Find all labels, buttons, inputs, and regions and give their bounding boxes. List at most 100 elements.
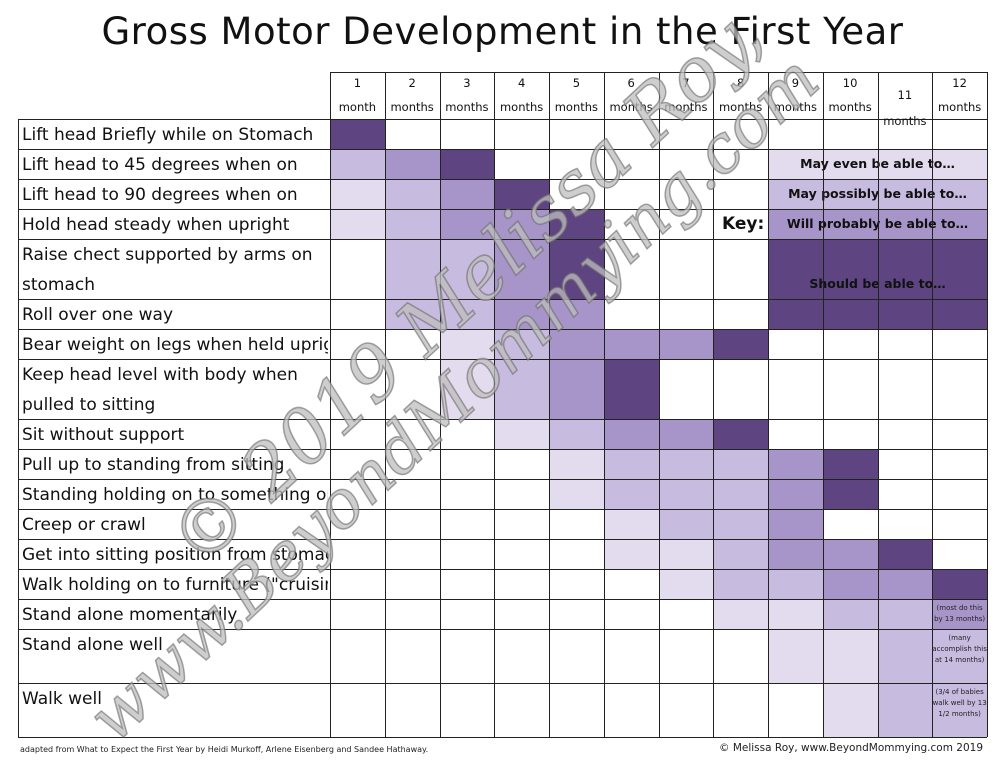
month-number: 2 xyxy=(408,76,416,90)
milestone-cell xyxy=(384,209,440,239)
month-unit: months xyxy=(554,100,599,114)
milestone-cell xyxy=(877,683,933,737)
milestone-cell xyxy=(549,419,604,449)
milestone-cell xyxy=(603,539,659,569)
milestone-cell xyxy=(494,209,549,239)
milestone-cell xyxy=(658,419,714,449)
key-label: Key: xyxy=(722,214,765,234)
milestone-cell xyxy=(549,209,604,239)
grid-line xyxy=(18,737,987,738)
grid-line xyxy=(932,72,934,737)
milestone-cell xyxy=(549,449,604,479)
milestone-cell xyxy=(713,419,768,449)
milestone-cell xyxy=(330,149,385,179)
milestone-cell xyxy=(768,509,823,539)
month-12-note: (most do this by 13 months) xyxy=(934,604,986,623)
milestone-cell xyxy=(713,509,768,539)
milestone-label-cont: pulled to sitting xyxy=(22,395,156,415)
grid-line xyxy=(18,359,987,360)
month-number: 12 xyxy=(952,76,967,90)
page-title: Gross Motor Development in the First Yea… xyxy=(101,10,904,53)
month-unit: months xyxy=(773,100,818,114)
month-number: 6 xyxy=(627,76,635,90)
milestone-cell xyxy=(549,299,604,329)
milestone-label: Hold head steady when upright xyxy=(22,215,290,235)
milestone-cell xyxy=(658,539,714,569)
milestone-cell xyxy=(713,539,768,569)
milestone-cell xyxy=(494,179,549,209)
milestone-label: Sit without support xyxy=(22,425,185,445)
milestone-cell xyxy=(549,359,604,419)
grid-line xyxy=(18,539,987,540)
month-number: 1 xyxy=(353,76,362,90)
milestone-cell xyxy=(877,539,933,569)
milestone-cell xyxy=(549,239,604,299)
month-unit: months xyxy=(664,100,708,114)
grid-line xyxy=(18,449,987,450)
milestone-cell xyxy=(603,479,659,509)
month-number: 7 xyxy=(682,76,690,90)
milestone-label: Walk holding on to furniture ("cruising"… xyxy=(22,575,328,595)
milestone-label: Lift head Briefly while on Stomach xyxy=(22,125,314,145)
month-number: 8 xyxy=(736,76,745,90)
milestone-label: Raise chect supported by arms on xyxy=(22,245,313,265)
milestone-cell xyxy=(713,329,768,359)
milestone-cell xyxy=(384,239,440,299)
milestone-cell xyxy=(768,479,823,509)
month-number: 5 xyxy=(572,76,581,90)
grid-line xyxy=(384,72,386,737)
milestone-label: Pull up to standing from sitting xyxy=(22,455,285,475)
milestone-cell xyxy=(822,539,878,569)
milestone-label: Lift head to 90 degrees when on xyxy=(22,185,298,205)
grid-line xyxy=(494,72,496,737)
grid-line xyxy=(439,72,441,737)
milestone-cell xyxy=(494,329,549,359)
grid-line xyxy=(18,209,987,210)
milestone-cell xyxy=(658,329,714,359)
milestone-cell xyxy=(932,629,987,683)
milestone-cell xyxy=(494,299,549,329)
month-number: 11 months xyxy=(883,88,927,128)
milestone-label: Get into sitting position from stomach xyxy=(22,545,328,565)
grid-line xyxy=(549,72,550,737)
milestone-cell xyxy=(494,419,549,449)
milestone-cell xyxy=(877,629,933,683)
milestone-cell xyxy=(439,149,495,179)
milestone-cell xyxy=(768,629,823,683)
milestone-cell xyxy=(384,179,440,209)
grid-line xyxy=(822,72,824,737)
grid-line xyxy=(768,72,769,737)
milestone-label-cont: stomach xyxy=(22,275,96,295)
month-unit: months xyxy=(390,100,434,114)
milestone-cell xyxy=(932,569,987,599)
milestone-cell xyxy=(877,569,933,599)
milestone-label: Bear weight on legs when held upright xyxy=(22,335,328,355)
milestone-cell xyxy=(494,359,549,419)
milestone-cell xyxy=(713,479,768,509)
milestone-cell xyxy=(439,359,495,419)
milestone-cell xyxy=(768,539,823,569)
grid-line xyxy=(18,479,987,480)
month-unit: months xyxy=(609,100,653,114)
milestone-cell xyxy=(549,329,604,359)
grid-line xyxy=(18,509,987,510)
milestone-cell xyxy=(603,449,659,479)
grid-line xyxy=(18,299,987,300)
footer-source: adapted from What to Expect the First Ye… xyxy=(20,745,429,754)
milestone-cell xyxy=(822,569,878,599)
milestone-cell xyxy=(822,479,878,509)
milestone-cell xyxy=(658,569,714,599)
milestone-cell xyxy=(713,599,768,629)
month-unit: months xyxy=(828,100,872,114)
milestone-cell xyxy=(439,239,495,299)
grid-line xyxy=(18,419,987,420)
month-unit: month xyxy=(338,100,377,114)
milestone-cell xyxy=(439,179,495,209)
milestone-label: Roll over one way xyxy=(22,305,174,325)
milestone-cell xyxy=(658,449,714,479)
milestone-label: Stand alone well xyxy=(22,635,163,655)
grid-line xyxy=(18,119,19,737)
milestone-cell xyxy=(713,569,768,599)
milestone-label: Stand alone momentarily xyxy=(22,605,238,625)
